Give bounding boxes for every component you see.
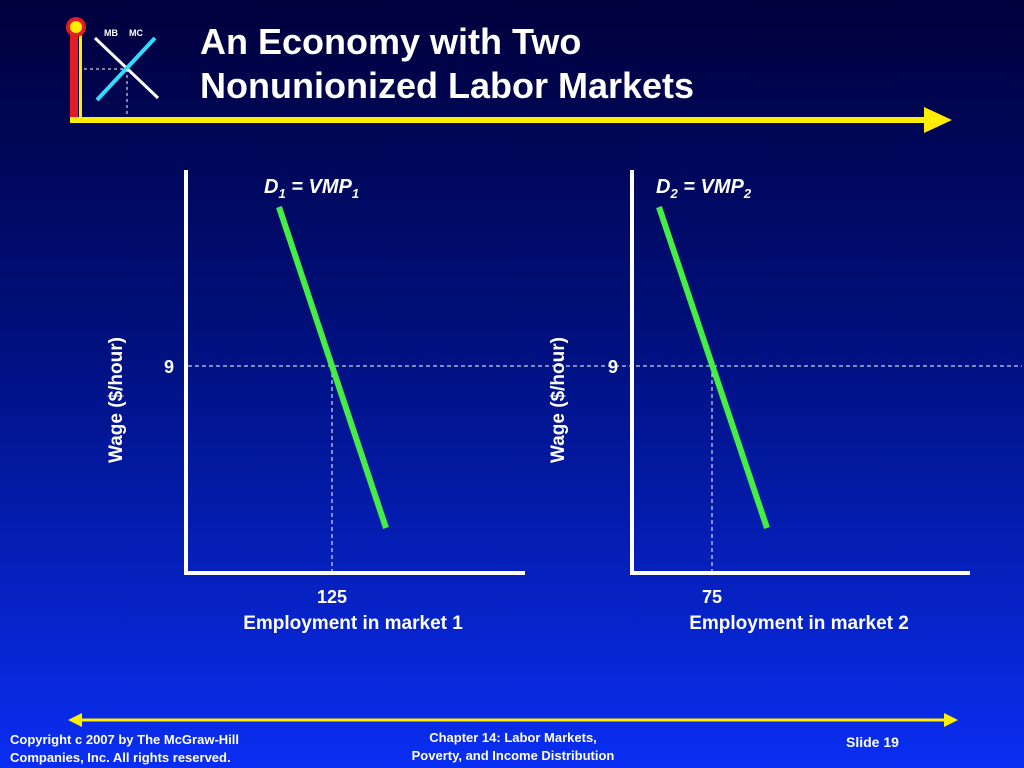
y-tick-label-1: 9 [164,357,174,377]
footer-arrow-right [944,713,958,727]
mb-label: MB [104,28,118,38]
market-2-chart: D2 = VMP2 9 75 Employment in market 2 Wa… [548,170,970,634]
slide-number: Slide 19 [846,734,899,750]
title-arrowhead [924,107,952,133]
logo-yellow-bar [79,22,82,120]
y-tick-label-2: 9 [608,357,618,377]
x-axis-title-1: Employment in market 1 [243,613,463,634]
chapter-line-1: Chapter 14: Labor Markets, [429,730,597,745]
copyright-line-1: Copyright c 2007 by The McGraw-Hill [10,732,239,747]
mc-label: MC [129,28,143,38]
demand-curve-2 [656,206,770,529]
title-line-2: Nonunionized Labor Markets [200,65,695,106]
title-underline [70,117,932,123]
logo-red-bar [70,22,78,120]
slide-title: An Economy with Two Nonunionized Labor M… [200,20,900,108]
footer-divider [68,713,958,727]
footer-arrow-left [68,713,82,727]
mc-line [95,36,157,102]
x-tick-label-2: 75 [702,587,722,607]
y-axis-title-1: Wage ($/hour) [106,337,127,463]
logo-yellow-dot [70,21,82,33]
chapter-line-2: Poverty, and Income Distribution [411,748,615,763]
title-line-1: An Economy with Two [200,21,582,62]
x-tick-label-1: 125 [317,587,347,607]
market-1-chart: D1 = VMP1 9 125 Employment in market 1 W… [106,170,1022,634]
logo: MB MC [66,17,160,120]
demand-label-2: D2 = VMP2 [656,176,752,201]
x-axis-title-2: Employment in market 2 [689,613,909,634]
copyright-notice: Copyright c 2007 by The McGraw-Hill Comp… [10,731,239,767]
demand-curve-1 [276,206,389,529]
demand-label-1: D1 = VMP1 [264,176,359,201]
chapter-title: Chapter 14: Labor Markets, Poverty, and … [378,729,648,765]
y-axis-title-2: Wage ($/hour) [548,337,569,463]
copyright-line-2: Companies, Inc. All rights reserved. [10,750,231,765]
